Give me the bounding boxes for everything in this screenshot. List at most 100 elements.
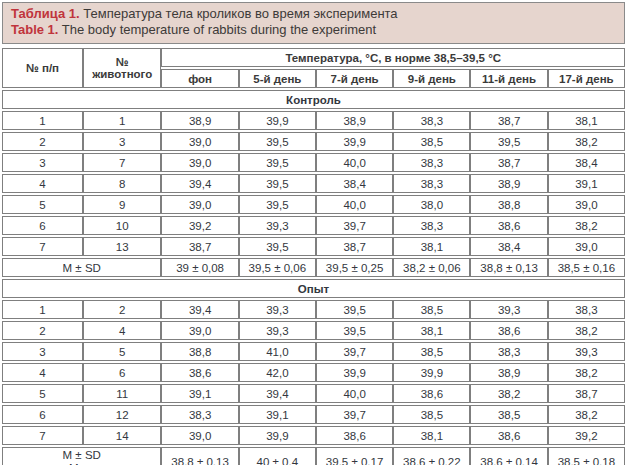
caption-en: Table 1. The body temperature of rabbits… (11, 22, 616, 38)
cell: 38,8 (470, 195, 547, 214)
cell: 38,3 (393, 153, 470, 172)
cell: 38,3 (393, 111, 470, 130)
cell: 39,0 (161, 321, 238, 340)
cell: 1 (83, 111, 161, 130)
caption-ru: Таблица 1. Температура тела кроликов во … (11, 6, 616, 22)
cell: 39,5 (239, 174, 316, 193)
cell: 4 (83, 321, 161, 340)
cell: 38,3 (470, 342, 547, 361)
cell: 38,9 (470, 174, 547, 193)
cell: 4 (2, 363, 83, 382)
table-row: 2439,039,339,538,138,638,2 (2, 321, 625, 340)
cell: 38,9 (316, 111, 393, 130)
cell: 38,4 (470, 237, 547, 256)
cell: 38,7 (470, 111, 547, 130)
cell: 14 (83, 426, 161, 445)
cell: 39,9 (393, 363, 470, 382)
cell: 7 (2, 426, 83, 445)
cell: 39,7 (316, 342, 393, 361)
cell: 2 (83, 300, 161, 319)
cell: 5 (2, 384, 83, 403)
summary-cell: 40 ± 0,4 (239, 447, 316, 465)
cell: 39,0 (548, 237, 625, 256)
cell: 7 (2, 237, 83, 256)
cell: 39,3 (239, 216, 316, 235)
header-day: фон (161, 69, 238, 88)
cell: 39,3 (470, 300, 547, 319)
summary-label: M ± SD M±m (2, 447, 161, 465)
cell: 38,9 (161, 111, 238, 130)
summary-row-control: M ± SD 39 ± 0,08 39,5 ± 0,06 39,5 ± 0,25… (2, 258, 625, 277)
cell: 6 (2, 405, 83, 424)
table-row: 71439,039,938,638,138,639,2 (2, 426, 625, 445)
table-row: 1138,939,938,938,338,738,1 (2, 111, 625, 130)
cell: 39,4 (239, 384, 316, 403)
cell: 3 (2, 342, 83, 361)
cell: 39,9 (239, 426, 316, 445)
cell: 38,9 (470, 363, 547, 382)
cell: 38,7 (470, 153, 547, 172)
table-row: 4839,439,538,438,338,939,1 (2, 174, 625, 193)
cell: 11 (83, 384, 161, 403)
cell: 39,1 (239, 405, 316, 424)
cell: 3 (83, 132, 161, 151)
summary-cell: 39 ± 0,08 (161, 258, 238, 277)
cell: 4 (2, 174, 83, 193)
cell: 38,1 (393, 237, 470, 256)
cell: 39,4 (161, 300, 238, 319)
cell: 39,1 (548, 174, 625, 193)
caption-en-text: The body temperature of rabbits during t… (58, 22, 376, 37)
cell: 38,2 (548, 132, 625, 151)
header-day: 5-й день (239, 69, 316, 88)
cell: 39,5 (239, 195, 316, 214)
cell: 39,2 (161, 216, 238, 235)
table-row: 5939,039,540,038,038,839,0 (2, 195, 625, 214)
cell: 5 (83, 342, 161, 361)
temperature-table: № п/п № животного Температура, °С, в нор… (2, 46, 625, 465)
section-header-control: Контроль (2, 90, 625, 109)
table-row: 3538,841,039,738,538,339,3 (2, 342, 625, 361)
cell: 39,1 (161, 384, 238, 403)
summary-cell: 38,6 ± 0,14 (470, 447, 547, 465)
cell: 39,9 (239, 111, 316, 130)
cell: 38,6 (161, 363, 238, 382)
cell: 39,5 (239, 153, 316, 172)
cell: 1 (2, 111, 83, 130)
cell: 39,9 (316, 363, 393, 382)
cell: 38,6 (316, 426, 393, 445)
cell: 12 (83, 405, 161, 424)
summary-cell: 39,5 ± 0,17 (316, 447, 393, 465)
cell: 39,3 (239, 321, 316, 340)
cell: 38,2 (548, 216, 625, 235)
cell: 38,5 (393, 342, 470, 361)
cell: 8 (83, 174, 161, 193)
header-row-group: № п/п № животного Температура, °С, в нор… (2, 48, 625, 67)
header-animal: № животного (83, 48, 161, 88)
cell: 38,3 (161, 405, 238, 424)
cell: 38,3 (393, 174, 470, 193)
cell: 38,5 (393, 405, 470, 424)
cell: 1 (2, 300, 83, 319)
cell: 38,6 (470, 216, 547, 235)
cell: 38,2 (548, 363, 625, 382)
summary-cell: 38,8 ± 0,13 (470, 258, 547, 277)
cell: 10 (83, 216, 161, 235)
summary-cell: 39,5 ± 0,25 (316, 258, 393, 277)
cell: 7 (83, 153, 161, 172)
header-day: 17-й день (548, 69, 625, 88)
cell: 38,1 (548, 111, 625, 130)
cell: 40,0 (316, 384, 393, 403)
table-row: 1239,439,339,538,539,338,3 (2, 300, 625, 319)
header-day: 9-й день (393, 69, 470, 88)
cell: 39,7 (316, 216, 393, 235)
summary-cell: 38,5 ± 0,18 (548, 447, 625, 465)
cell: 39,0 (161, 426, 238, 445)
cell: 39,3 (239, 300, 316, 319)
cell: 38,7 (548, 384, 625, 403)
cell: 39,0 (161, 153, 238, 172)
cell: 39,5 (239, 132, 316, 151)
cell: 39,5 (239, 237, 316, 256)
summary-label: M ± SD (2, 258, 161, 277)
cell: 3 (2, 153, 83, 172)
section-header-experiment: Опыт (2, 279, 625, 298)
